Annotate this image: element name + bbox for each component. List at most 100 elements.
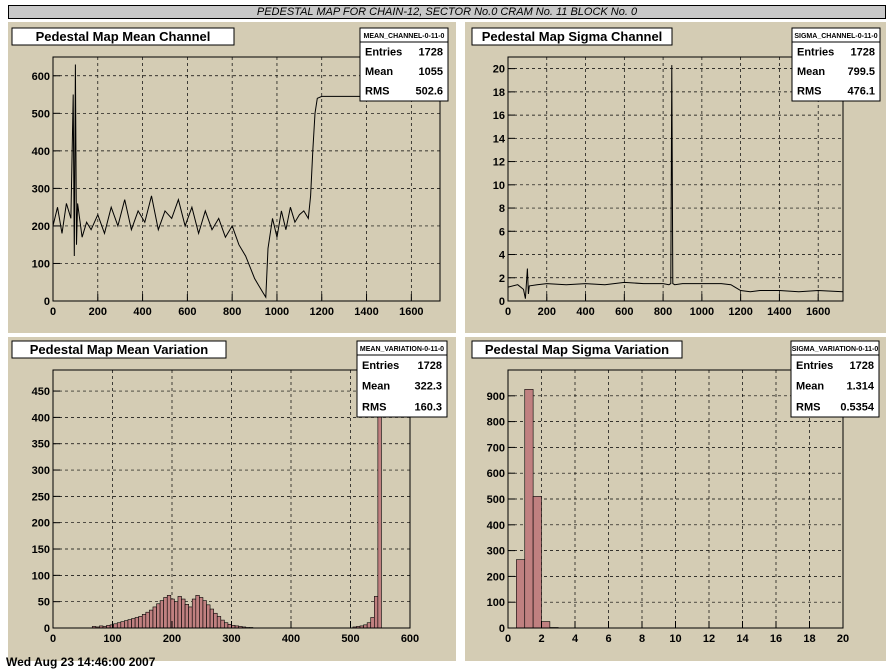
y-tick-label: 100 [32,258,50,270]
y-tick-label: 900 [487,391,505,403]
x-tick-label: 1400 [354,306,378,318]
x-tick-label: 400 [133,306,151,318]
y-tick-label: 300 [32,465,50,477]
histogram-bar [195,595,200,629]
histogram-bar [131,618,136,629]
histogram-bar [181,598,186,629]
histogram-bar [373,596,379,629]
plot-area [508,57,843,301]
x-tick-label: 20 [837,633,849,645]
y-tick-label: 200 [32,221,50,233]
y-tick-label: 200 [32,518,50,530]
chart-title: Pedestal Map Sigma Variation [485,342,669,357]
histogram-bar [116,622,122,629]
stats-label: Entries [362,360,399,372]
chart-sigma-variation: 0 2 4 6 8 10 12 14 16 18 2001002003004005006007008… [471,340,880,645]
histogram-bar [113,623,118,629]
x-tick-label: 200 [163,633,181,645]
y-tick-label: 6 [499,226,505,238]
stats-label: RMS [796,401,820,413]
chart-sigma-channel: 0 200 400 600 800 1000 1200 1400 1600 0 2 4 6 8 10 12 14… [471,27,881,318]
pad-sigma-channel: 0 200 400 600 800 1000 1200 1400 1600 0 2 4 6 8 10 12 14… [465,22,886,333]
y-tick-label: 0 [499,296,505,308]
histogram-bar [366,622,372,629]
histogram-bar [202,600,207,629]
stats-value: 502.6 [415,86,443,98]
stats-value: 160.3 [414,401,442,413]
histogram-bar [227,624,232,629]
stats-name: MEAN_VARIATION-0-11-0 [360,346,444,353]
x-tick-label: 800 [223,306,241,318]
plot-frame [507,56,844,302]
stats-label: RMS [365,86,389,98]
histogram-bar [177,596,182,629]
y-tick-label: 100 [32,570,50,582]
histogram-bar [377,380,382,629]
histogram-bar [174,601,179,629]
histogram-bar [149,609,154,629]
chart-title-box [471,340,683,359]
chart-title-box [11,340,227,359]
histogram-bar [206,604,211,629]
y-tick-label: 250 [32,491,50,503]
stats-value: 1.314 [846,381,874,393]
histogram-bar [524,389,534,629]
histogram-bar [216,616,222,629]
x-tick-label: 1600 [399,306,423,318]
x-tick-label: 2 [538,633,544,645]
y-tick-label: 600 [32,71,50,83]
y-tick-label: 300 [32,183,50,195]
histogram-bar [209,608,214,629]
x-tick-label: 600 [615,306,633,318]
y-tick-label: 400 [32,412,50,424]
stats-label: Entries [796,360,833,372]
stats-box [790,340,880,418]
y-tick-label: 10 [493,180,505,192]
stats-label: Entries [797,46,834,58]
histogram-bar [124,620,129,629]
y-tick-label: 0 [499,623,505,635]
x-tick-label: 600 [178,306,196,318]
stats-label: Entries [365,46,402,58]
series-line [52,64,440,299]
y-tick-label: 2 [499,273,505,285]
stats-value: 1055 [419,66,443,78]
x-tick-label: 14 [736,633,749,645]
histogram-bar [184,604,189,629]
x-tick-label: 1600 [806,306,830,318]
x-tick-label: 8 [639,633,645,645]
histogram-bar [145,611,150,629]
y-tick-label: 100 [487,597,505,609]
y-tick-label: 4 [499,250,506,262]
y-tick-label: 150 [32,544,50,556]
y-tick-label: 12 [493,157,505,169]
x-tick-label: 0 [505,633,511,645]
chart-mean-channel: 0 200 400 600 800 1000 1200 1400 1600 0 100 200 300 4… [11,27,449,318]
x-tick-label: 1200 [310,306,334,318]
histogram-bar [120,621,125,629]
stats-label: Mean [796,381,824,393]
stats-label: RMS [797,86,821,98]
x-tick-label: 1000 [690,306,714,318]
chart-title-box [471,27,673,46]
histogram-bar [220,619,225,629]
x-tick-label: 100 [103,633,121,645]
histogram-bar [152,606,157,629]
histogram-bar [224,622,229,629]
histogram-bar [166,595,172,629]
y-tick-label: 600 [487,468,505,480]
histogram-bar [138,616,143,629]
histogram-bar [141,614,147,629]
stats-label: Mean [797,66,825,78]
x-tick-label: 1000 [265,306,289,318]
y-tick-label: 400 [32,146,50,158]
stats-label: Mean [362,381,390,393]
x-tick-label: 500 [341,633,359,645]
y-tick-label: 50 [38,597,50,609]
pad-mean-channel: 0 200 400 600 800 1000 1200 1400 1600 0 100 200 300 4… [8,22,456,333]
y-tick-label: 450 [32,386,50,398]
footer-timestamp: Wed Aug 23 14:46:00 2007 [6,655,156,669]
stats-value: 0.5354 [840,401,875,413]
histogram-bar [532,496,542,629]
chart-title: Pedestal Map Sigma Channel [482,29,663,44]
